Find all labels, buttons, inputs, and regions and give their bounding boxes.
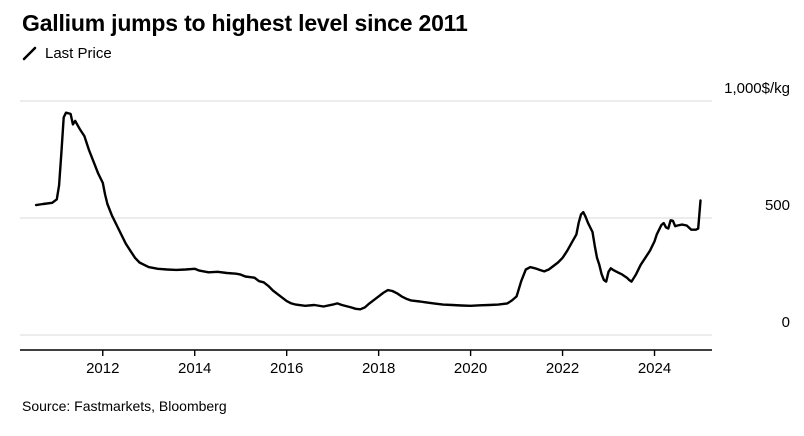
legend: Last Price — [22, 45, 804, 62]
price-line-chart: 0 500 1,000$/kg 2012 2014 2016 2018 2020 2022 202… — [20, 80, 790, 377]
x-axis-label: 2020 — [454, 360, 487, 377]
page-title: Gallium jumps to highest level since 201… — [22, 10, 468, 36]
x-axis-label: 2024 — [638, 360, 671, 377]
y-axis-label: 1,000$/kg — [724, 80, 790, 97]
x-axis-label: 2018 — [362, 360, 395, 377]
legend-label: Last Price — [45, 45, 112, 63]
x-axis-label: 2016 — [270, 360, 303, 377]
x-axis-label: 2014 — [178, 360, 211, 377]
y-axis-label: 500 — [765, 197, 790, 214]
x-axis-label: 2012 — [86, 360, 119, 377]
y-axis-label: 0 — [782, 314, 790, 331]
legend-line-icon — [22, 46, 37, 61]
x-axis-label: 2022 — [546, 360, 579, 377]
chart-card: Gallium jumps to highest level since 201… — [0, 0, 804, 62]
price-line — [34, 111, 702, 311]
source-note: Source: Fastmarkets, Bloomberg — [22, 398, 227, 415]
